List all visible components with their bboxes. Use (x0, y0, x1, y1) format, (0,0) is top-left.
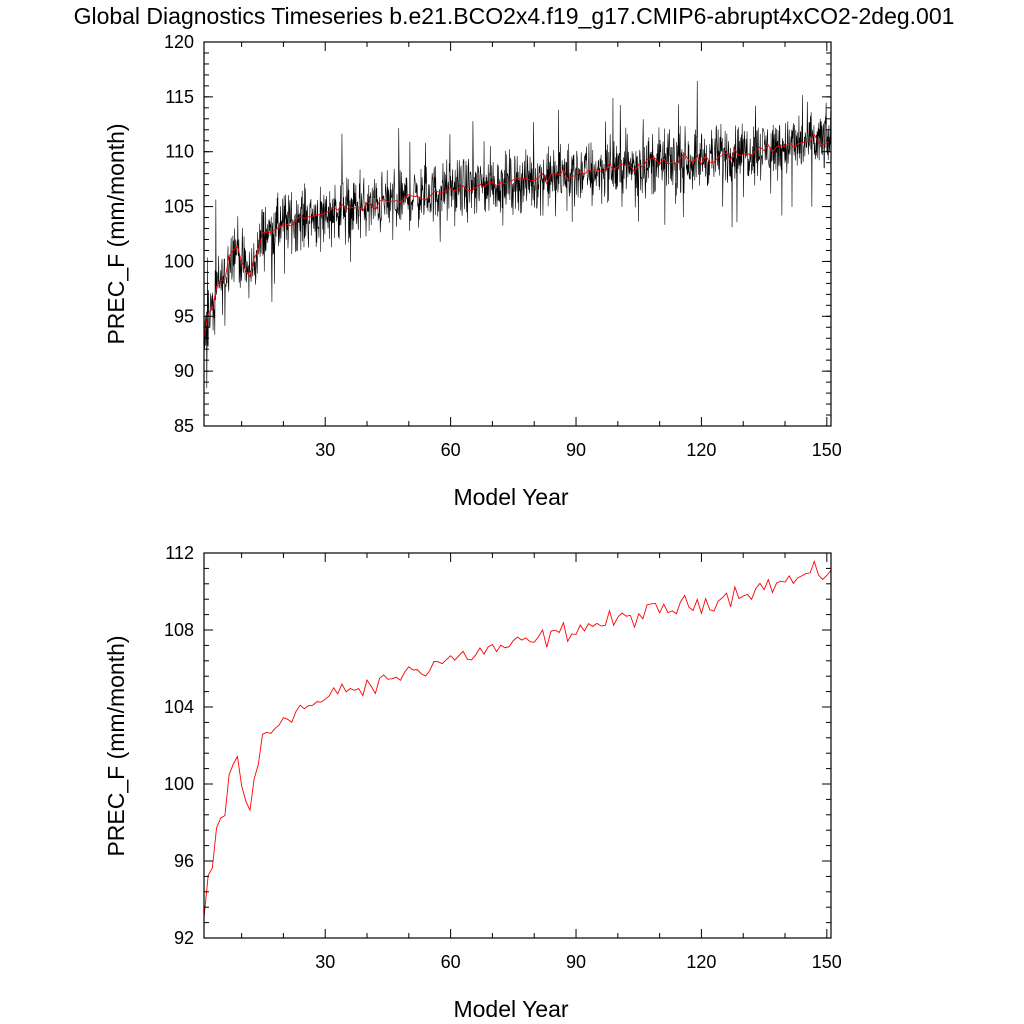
y-tick-label: 105 (164, 197, 194, 217)
y-tick-label: 90 (174, 361, 194, 381)
x-tick-label: 150 (812, 440, 842, 460)
top-plot-frame (203, 41, 832, 427)
y-tick-label: 104 (164, 697, 194, 717)
top-ticks-layer: 30 60 90 120 150 85 90 95 100 105 110 115 120 (164, 32, 842, 460)
x-tick-label: 150 (812, 952, 842, 972)
x-tick-label: 60 (441, 952, 461, 972)
annual-series-line (203, 559, 832, 918)
x-tick-label: 120 (686, 952, 716, 972)
annual-series-line (203, 133, 832, 338)
x-tick-label: 120 (686, 440, 716, 460)
x-tick-label: 30 (315, 440, 335, 460)
y-tick-label: 112 (165, 543, 194, 563)
top-x-axis-label: Model Year (453, 484, 568, 510)
y-tick-label: 92 (174, 928, 194, 948)
bottom-ticks-layer: 30 60 90 120 150 92 96 100 104 108 112 (164, 543, 842, 972)
y-tick-label: 96 (174, 851, 194, 871)
bottom-plot-frame (203, 552, 832, 939)
y-tick-label: 100 (164, 251, 194, 271)
y-tick-label: 85 (174, 416, 194, 436)
x-tick-label: 30 (315, 952, 335, 972)
top-panel: 30 60 90 120 150 85 90 95 100 105 110 115 120 Model … (103, 32, 842, 510)
x-tick-label: 90 (566, 440, 586, 460)
y-tick-label: 120 (164, 32, 194, 52)
y-tick-label: 95 (174, 306, 194, 326)
bottom-y-axis-label: PREC_F (mm/month) (103, 635, 129, 856)
top-y-axis-label: PREC_F (mm/month) (103, 123, 129, 344)
y-tick-label: 100 (164, 774, 194, 794)
top-series-layer (203, 80, 832, 389)
chart-title: Global Diagnostics Timeseries b.e21.BCO2… (74, 3, 955, 29)
y-tick-label: 110 (165, 142, 194, 162)
y-tick-label: 108 (164, 620, 194, 640)
y-tick-label: 115 (165, 87, 194, 107)
x-tick-label: 90 (566, 952, 586, 972)
bottom-series-layer (203, 559, 832, 918)
bottom-x-axis-label: Model Year (453, 996, 568, 1022)
monthly-series-line (203, 80, 831, 389)
x-tick-label: 60 (441, 440, 461, 460)
